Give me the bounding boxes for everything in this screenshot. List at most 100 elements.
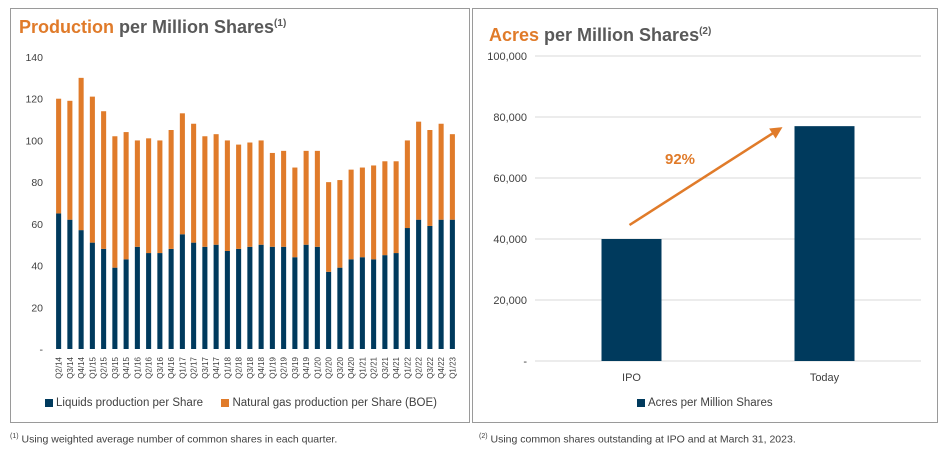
- legend-label-liquids: Liquids production per Share: [56, 397, 204, 409]
- x-tick-label: Q1/20: [313, 356, 322, 378]
- bar-liquids: [56, 213, 62, 349]
- bar-liquids: [314, 246, 320, 349]
- bar-liquids: [449, 219, 455, 349]
- bar-liquids: [269, 246, 275, 349]
- x-tick-label: Q4/18: [257, 356, 266, 378]
- x-tick-label: IPO: [622, 372, 641, 384]
- bar-liquids: [427, 225, 433, 349]
- legend-label-acres: Acres per Million Shares: [648, 397, 773, 409]
- bar-liquids: [292, 257, 298, 349]
- bar-gas: [179, 113, 185, 235]
- bar-liquids: [393, 253, 399, 349]
- x-tick-label: Q2/17: [190, 356, 199, 378]
- x-tick-label: Q2/22: [415, 356, 424, 378]
- bar-liquids: [382, 255, 388, 349]
- bar-liquids: [303, 244, 309, 349]
- bar-gas: [427, 130, 433, 226]
- footnote-1: (1) Using weighted average number of com…: [10, 433, 337, 446]
- bar-liquids: [337, 267, 343, 349]
- title-rest: per Million Shares: [114, 17, 275, 37]
- bar-liquids: [101, 248, 107, 349]
- acres-chart: - 20,000 40,000 60,000 80,000 100,000 IPO Today…: [487, 51, 921, 384]
- x-tick-label: Q2/20: [325, 356, 334, 378]
- x-tick-label: Q4/22: [437, 356, 446, 378]
- bar-gas: [281, 150, 287, 247]
- bar-gas: [202, 136, 208, 247]
- bar-liquids: [247, 246, 253, 349]
- acres-legend: Acres per Million Shares: [637, 397, 773, 409]
- growth-arrow-line: [628, 131, 776, 227]
- x-tick-label: Q4/17: [212, 356, 221, 378]
- bar-gas: [348, 169, 354, 260]
- x-tick-label: Q2/14: [55, 356, 64, 378]
- x-tick-label: Q4/19: [302, 356, 311, 378]
- bar-gas: [67, 100, 73, 220]
- acres-chart-title: Acres per Million Shares(2): [489, 25, 711, 46]
- bar-liquids: [123, 259, 129, 349]
- bar-liquids: [146, 253, 152, 349]
- bar-liquids: [416, 219, 422, 349]
- bar-liquids: [236, 248, 242, 349]
- bar-gas: [56, 98, 62, 214]
- x-tick-label: Q3/20: [336, 356, 345, 378]
- x-tick-label: Q3/18: [246, 356, 255, 378]
- y-tick-label: -: [40, 344, 44, 356]
- bar-gas: [371, 165, 377, 260]
- y-tick-label: 20: [31, 302, 43, 314]
- bar-liquids: [157, 253, 163, 349]
- x-tick-label: Q4/20: [347, 356, 356, 378]
- bar-gas: [101, 111, 107, 249]
- y-tick-label: 120: [25, 94, 43, 106]
- bar-gas: [393, 161, 399, 254]
- title-rest: per Million Shares: [539, 25, 700, 45]
- x-tick-label: Q1/16: [133, 356, 142, 378]
- bar-gas: [224, 140, 230, 251]
- footnote-1-text: Using weighted average number of common …: [18, 433, 338, 446]
- bar-gas: [449, 134, 455, 220]
- x-tick-label: Q3/21: [381, 356, 390, 378]
- legend-swatch-liquids: [45, 398, 53, 407]
- y-tick-label: 100: [25, 135, 43, 147]
- x-tick-label: Q1/18: [223, 356, 232, 378]
- bar-liquids: [112, 267, 118, 349]
- bar-liquids: [168, 248, 174, 349]
- bar-gas: [146, 138, 152, 254]
- x-tick-label: Q1/17: [178, 356, 187, 378]
- bar-liquids: [258, 244, 264, 349]
- bar-gas: [78, 77, 84, 231]
- production-chart-title: Production per Million Shares(1): [19, 17, 286, 38]
- y-tick-label: 40,000: [493, 234, 527, 246]
- title-footnote-ref: (1): [274, 18, 287, 29]
- bar-gas: [314, 150, 320, 247]
- bar-liquids: [224, 250, 230, 349]
- x-tick-label: Q4/21: [392, 356, 401, 378]
- bar-gas: [359, 167, 365, 258]
- x-tick-label: Q3/17: [201, 356, 210, 378]
- x-tick-label: Q1/15: [88, 356, 97, 378]
- bar-liquids: [326, 271, 332, 349]
- y-tick-label: -: [523, 356, 527, 368]
- y-tick-label: 60,000: [493, 173, 527, 185]
- bar-liquids: [348, 259, 354, 349]
- bar-liquids: [78, 230, 84, 349]
- bar-liquids: [179, 234, 185, 349]
- x-tick-label: Q3/14: [66, 356, 75, 378]
- bar-acres: [794, 126, 855, 362]
- bar-gas: [404, 140, 410, 229]
- bar-gas: [134, 140, 140, 247]
- footnote-1-marker: (1): [10, 433, 19, 440]
- bar-liquids: [438, 219, 444, 349]
- production-chart-panel: Production per Million Shares(1) - 20 40 60…: [10, 8, 470, 423]
- bar-gas: [236, 144, 242, 249]
- bar-gas: [269, 152, 275, 247]
- legend-swatch-gas: [221, 398, 230, 407]
- bar-liquids: [281, 246, 287, 349]
- bar-gas: [382, 161, 388, 256]
- x-tick-label: Q4/16: [167, 356, 176, 378]
- y-tick-label: 80: [31, 177, 43, 189]
- x-tick-label: Q3/22: [426, 356, 435, 378]
- bar-gas: [292, 167, 298, 258]
- legend-swatch-acres: [637, 398, 645, 407]
- x-tick-label: Q1/23: [448, 356, 457, 378]
- bar-liquids: [371, 259, 377, 349]
